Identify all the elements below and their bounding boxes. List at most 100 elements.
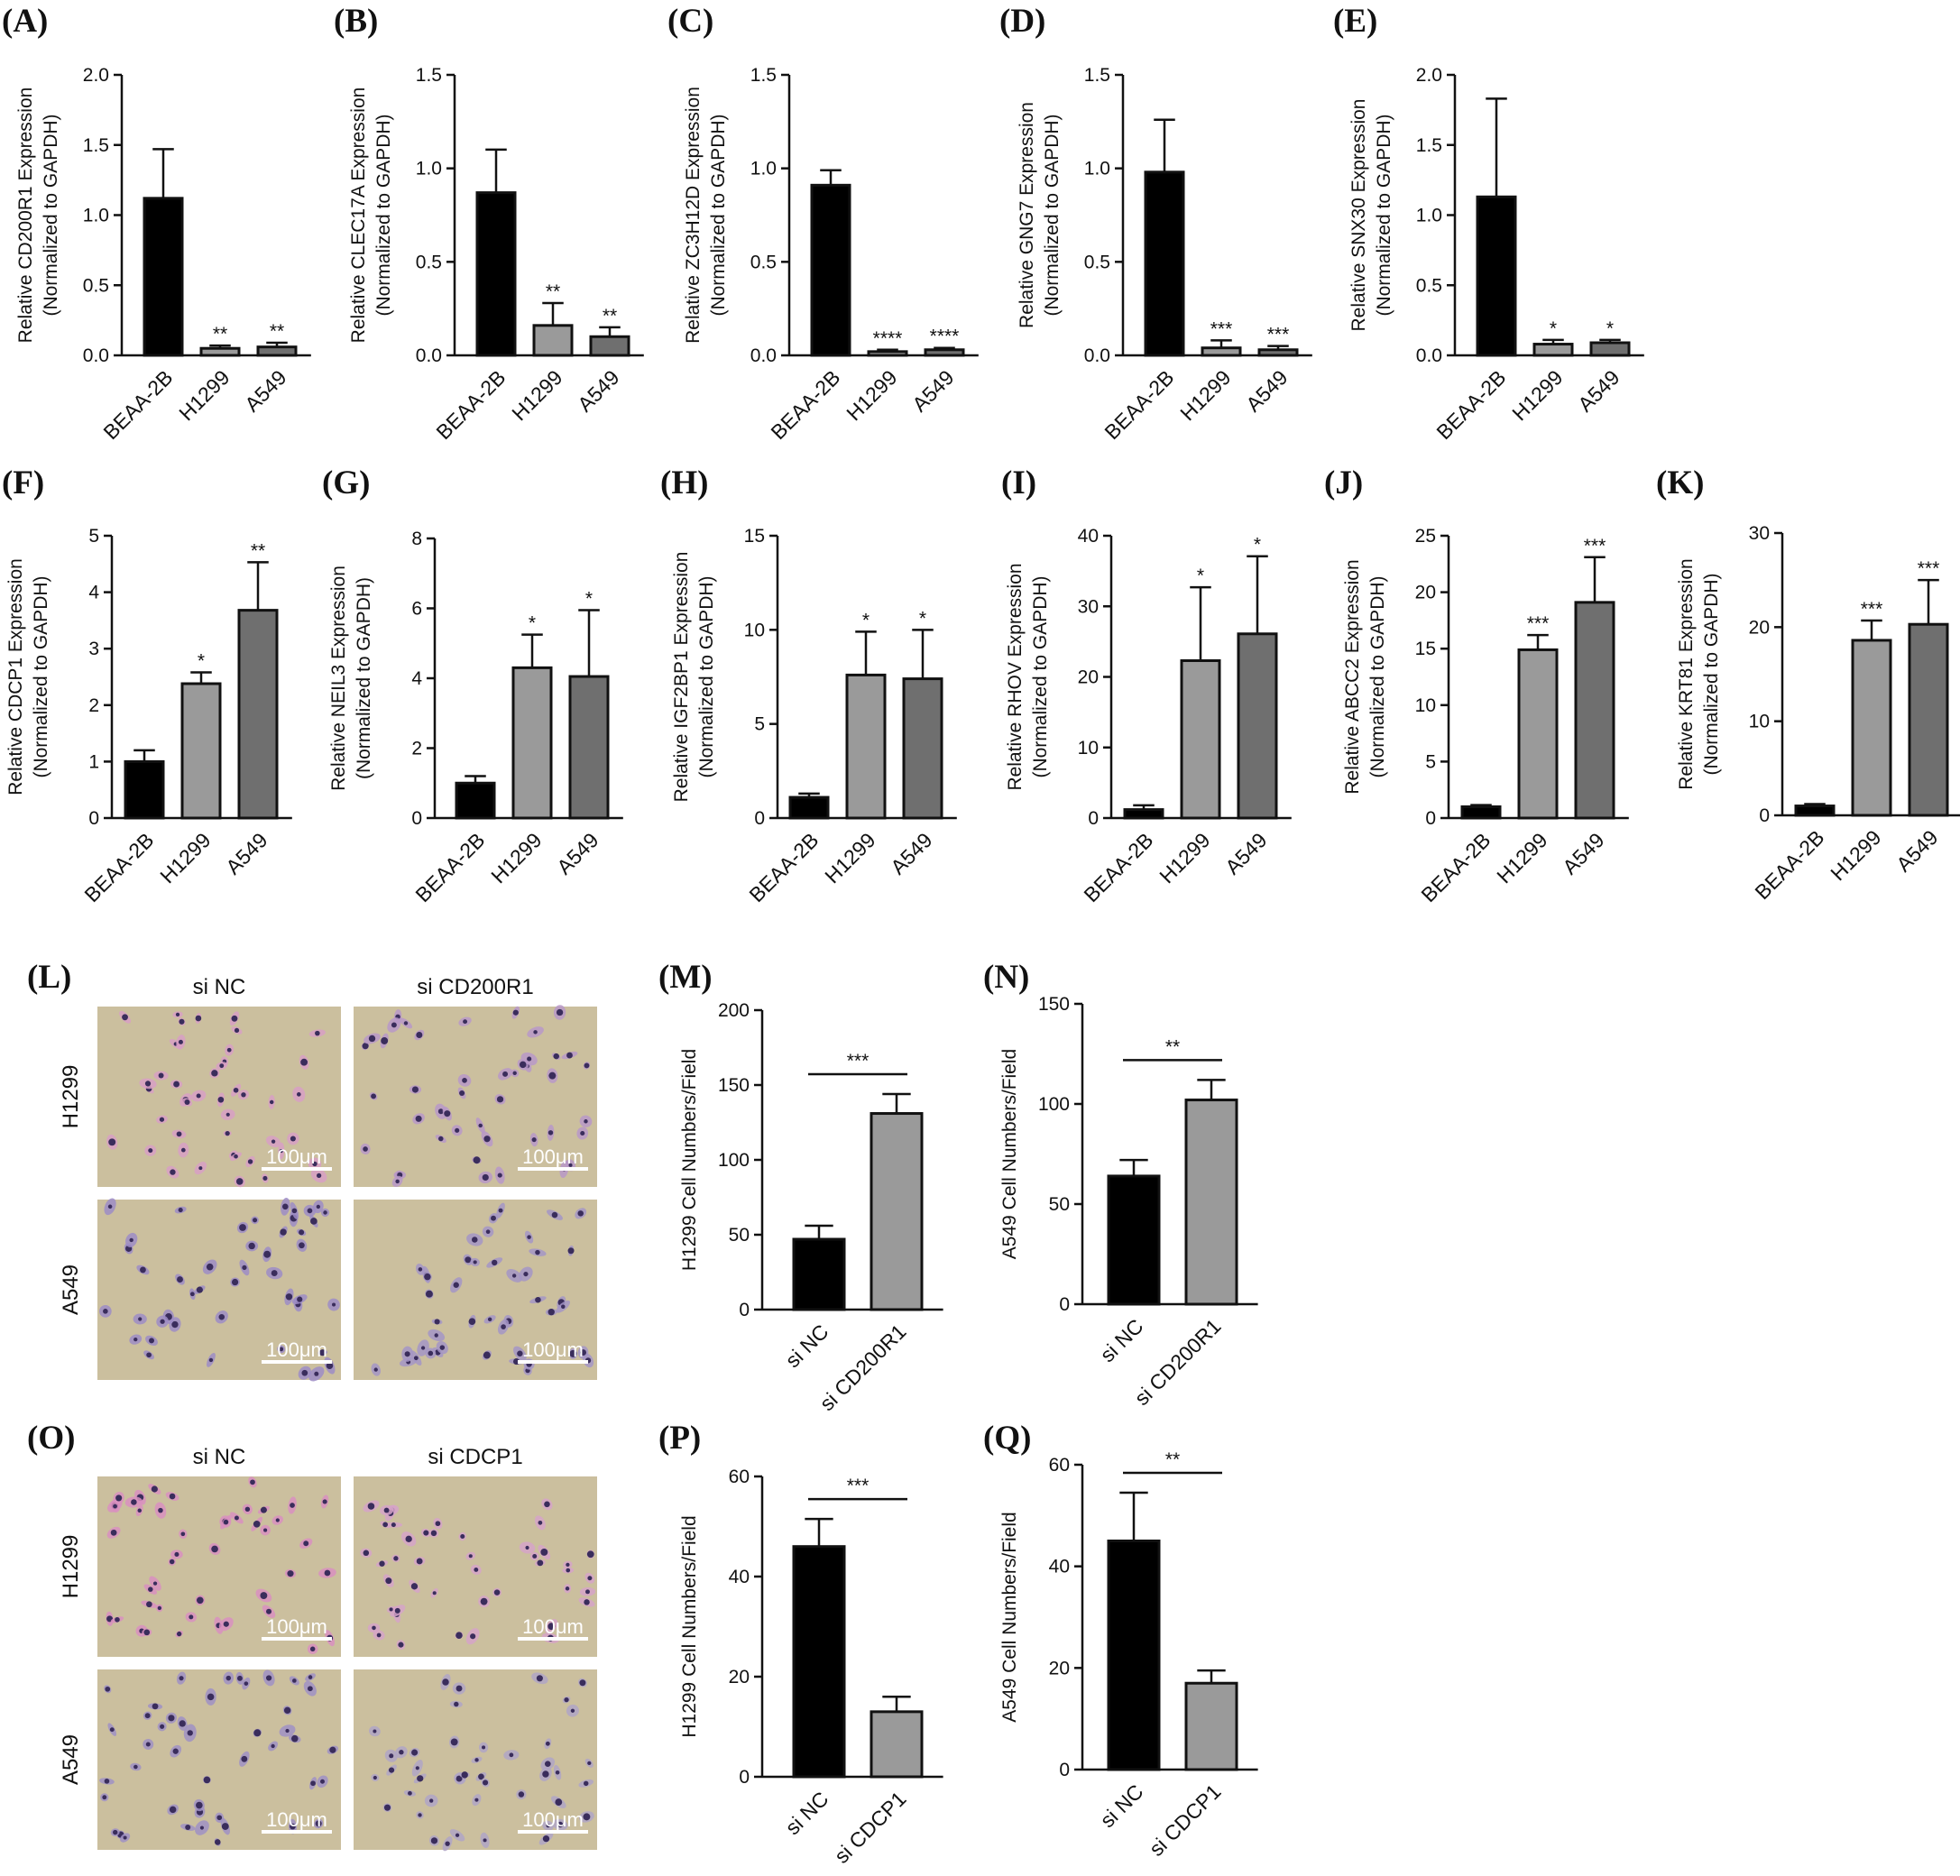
cell-nucleus [434,1333,438,1338]
y-tick-label: 20 [1049,1658,1070,1678]
cell-nucleus [583,1780,589,1787]
y-axis-label: H1299 Cell Numbers/Field [679,1515,700,1737]
cell-nucleus [180,1531,186,1537]
category-label-group: A549 [1220,828,1271,878]
cell-nucleus [546,1824,550,1828]
chart-panel-q: (Q) 0 20 40 60 A549 Cell Numbers/Field si NCsi… [983,1420,1258,1861]
cell-nucleus [271,1743,275,1749]
cell-nucleus [290,1823,296,1830]
cell-nucleus [310,1780,316,1787]
cell-nucleus [271,1139,276,1144]
cell-nucleus [536,1675,543,1682]
cell-nucleus [376,1632,382,1638]
cell-nucleus [415,1115,422,1122]
cell-nucleus [198,1166,203,1171]
cell-nucleus [483,1136,491,1143]
cell-nucleus [544,1761,551,1767]
cell-nucleus [439,1345,446,1350]
cell-nucleus [473,1156,481,1164]
cell-nucleus [206,1263,214,1271]
y-axis-label: H1299 Cell Numbers/Field [679,1049,700,1271]
cell-nucleus [158,1072,164,1079]
cell-nucleus [492,1259,498,1266]
category-label-group: A549 [221,828,271,878]
y-tick-label: 0.0 [83,345,109,366]
bar [1532,343,1574,357]
category-label: si NC [780,1787,833,1839]
chart-panel-a: (A) 0.0 0.5 1.0 1.5 2.0 Relative CD200R1 Expre… [2,3,311,444]
panel-label: (B) [334,3,378,40]
category-label: A549 [1573,365,1624,416]
cell-nucleus [383,1804,391,1811]
cell-nucleus [403,1021,409,1025]
bar [143,197,184,357]
cell-nucleus [226,1047,232,1053]
cell-nucleus [171,1320,179,1329]
cell-nucleus [148,1148,153,1154]
cell-nucleus [253,1218,258,1223]
cell-nucleus [455,1632,463,1639]
panel-label: (Q) [983,1420,1031,1457]
micrograph-image: 100μm [97,1669,341,1850]
category-label-group: H1299 [820,828,879,887]
significance-label: * [862,610,870,630]
cell-nucleus [545,1741,550,1746]
y-label-line1: Relative ABCC2 Expression [1342,559,1363,794]
cell-nucleus [527,1056,532,1062]
cell-nucleus [368,1035,376,1043]
cell-nucleus [478,1773,484,1780]
cell-nucleus [169,1806,177,1814]
category-label: H1299 [486,828,546,887]
cell-nucleus [389,1753,394,1759]
cell-nucleus [316,1172,322,1179]
panel-label: (A) [2,3,48,40]
category-label: A549 [552,828,603,878]
cell-nucleus [144,1713,151,1719]
cell-nucleus [577,1210,584,1217]
cell-nucleus [203,1776,211,1784]
cell-nucleus [450,1738,458,1746]
y-tick-label: 1.0 [1416,206,1442,226]
y-tick-label: 1.5 [416,65,442,86]
cell-nucleus [382,1522,389,1528]
cell-nucleus [584,1599,590,1605]
category-label-group: BEAA-2B [1416,828,1495,906]
cell-nucleus [138,1317,143,1321]
cell-nucleus [177,1276,183,1283]
y-tick-label: 100 [1038,1094,1070,1115]
category-label: H1299 [1507,365,1567,425]
cell-nucleus [420,1346,426,1350]
category-label: BEAA-2B [766,365,844,444]
bar [589,335,630,357]
bar [1144,170,1185,357]
category-label: si CDCP1 [830,1787,911,1868]
micrograph-image: 100μm [354,1476,597,1657]
cell-nucleus [418,1813,422,1817]
y-label-line2: (Normalized to GAPDH) [1367,575,1388,777]
cell-nucleus [454,1701,459,1707]
bar [867,350,908,357]
cell-nucleus [239,1224,246,1231]
category-label: A549 [221,828,271,878]
cell-nucleus [445,1841,450,1846]
bar [180,682,222,820]
chart-panel-j: (J) 0 5 10 15 20 25 Relative ABCC2 Expression (N… [1324,464,1629,906]
category-label-group: H1299 [1492,828,1551,887]
y-tick-label: 3 [88,639,99,659]
cell-nucleus [107,1204,113,1209]
category-label-group: BEAA-2B [1431,365,1510,444]
bar [810,183,851,357]
category-label-group: H1299 [155,828,215,887]
cell-nucleus [235,1178,244,1185]
cell-nucleus [533,1030,538,1035]
cell-nucleus [113,1504,117,1509]
y-tick-label: 0.5 [1084,252,1110,272]
cell-nucleus [501,1324,506,1329]
cell-nucleus [260,1592,268,1600]
category-label-group: H1299 [507,365,566,425]
cell-nucleus [579,1679,586,1687]
cell-nucleus [275,1518,280,1522]
cell-nucleus [175,1012,180,1017]
bracket-label: ** [1165,1036,1180,1057]
cell-nucleus [308,1675,313,1679]
